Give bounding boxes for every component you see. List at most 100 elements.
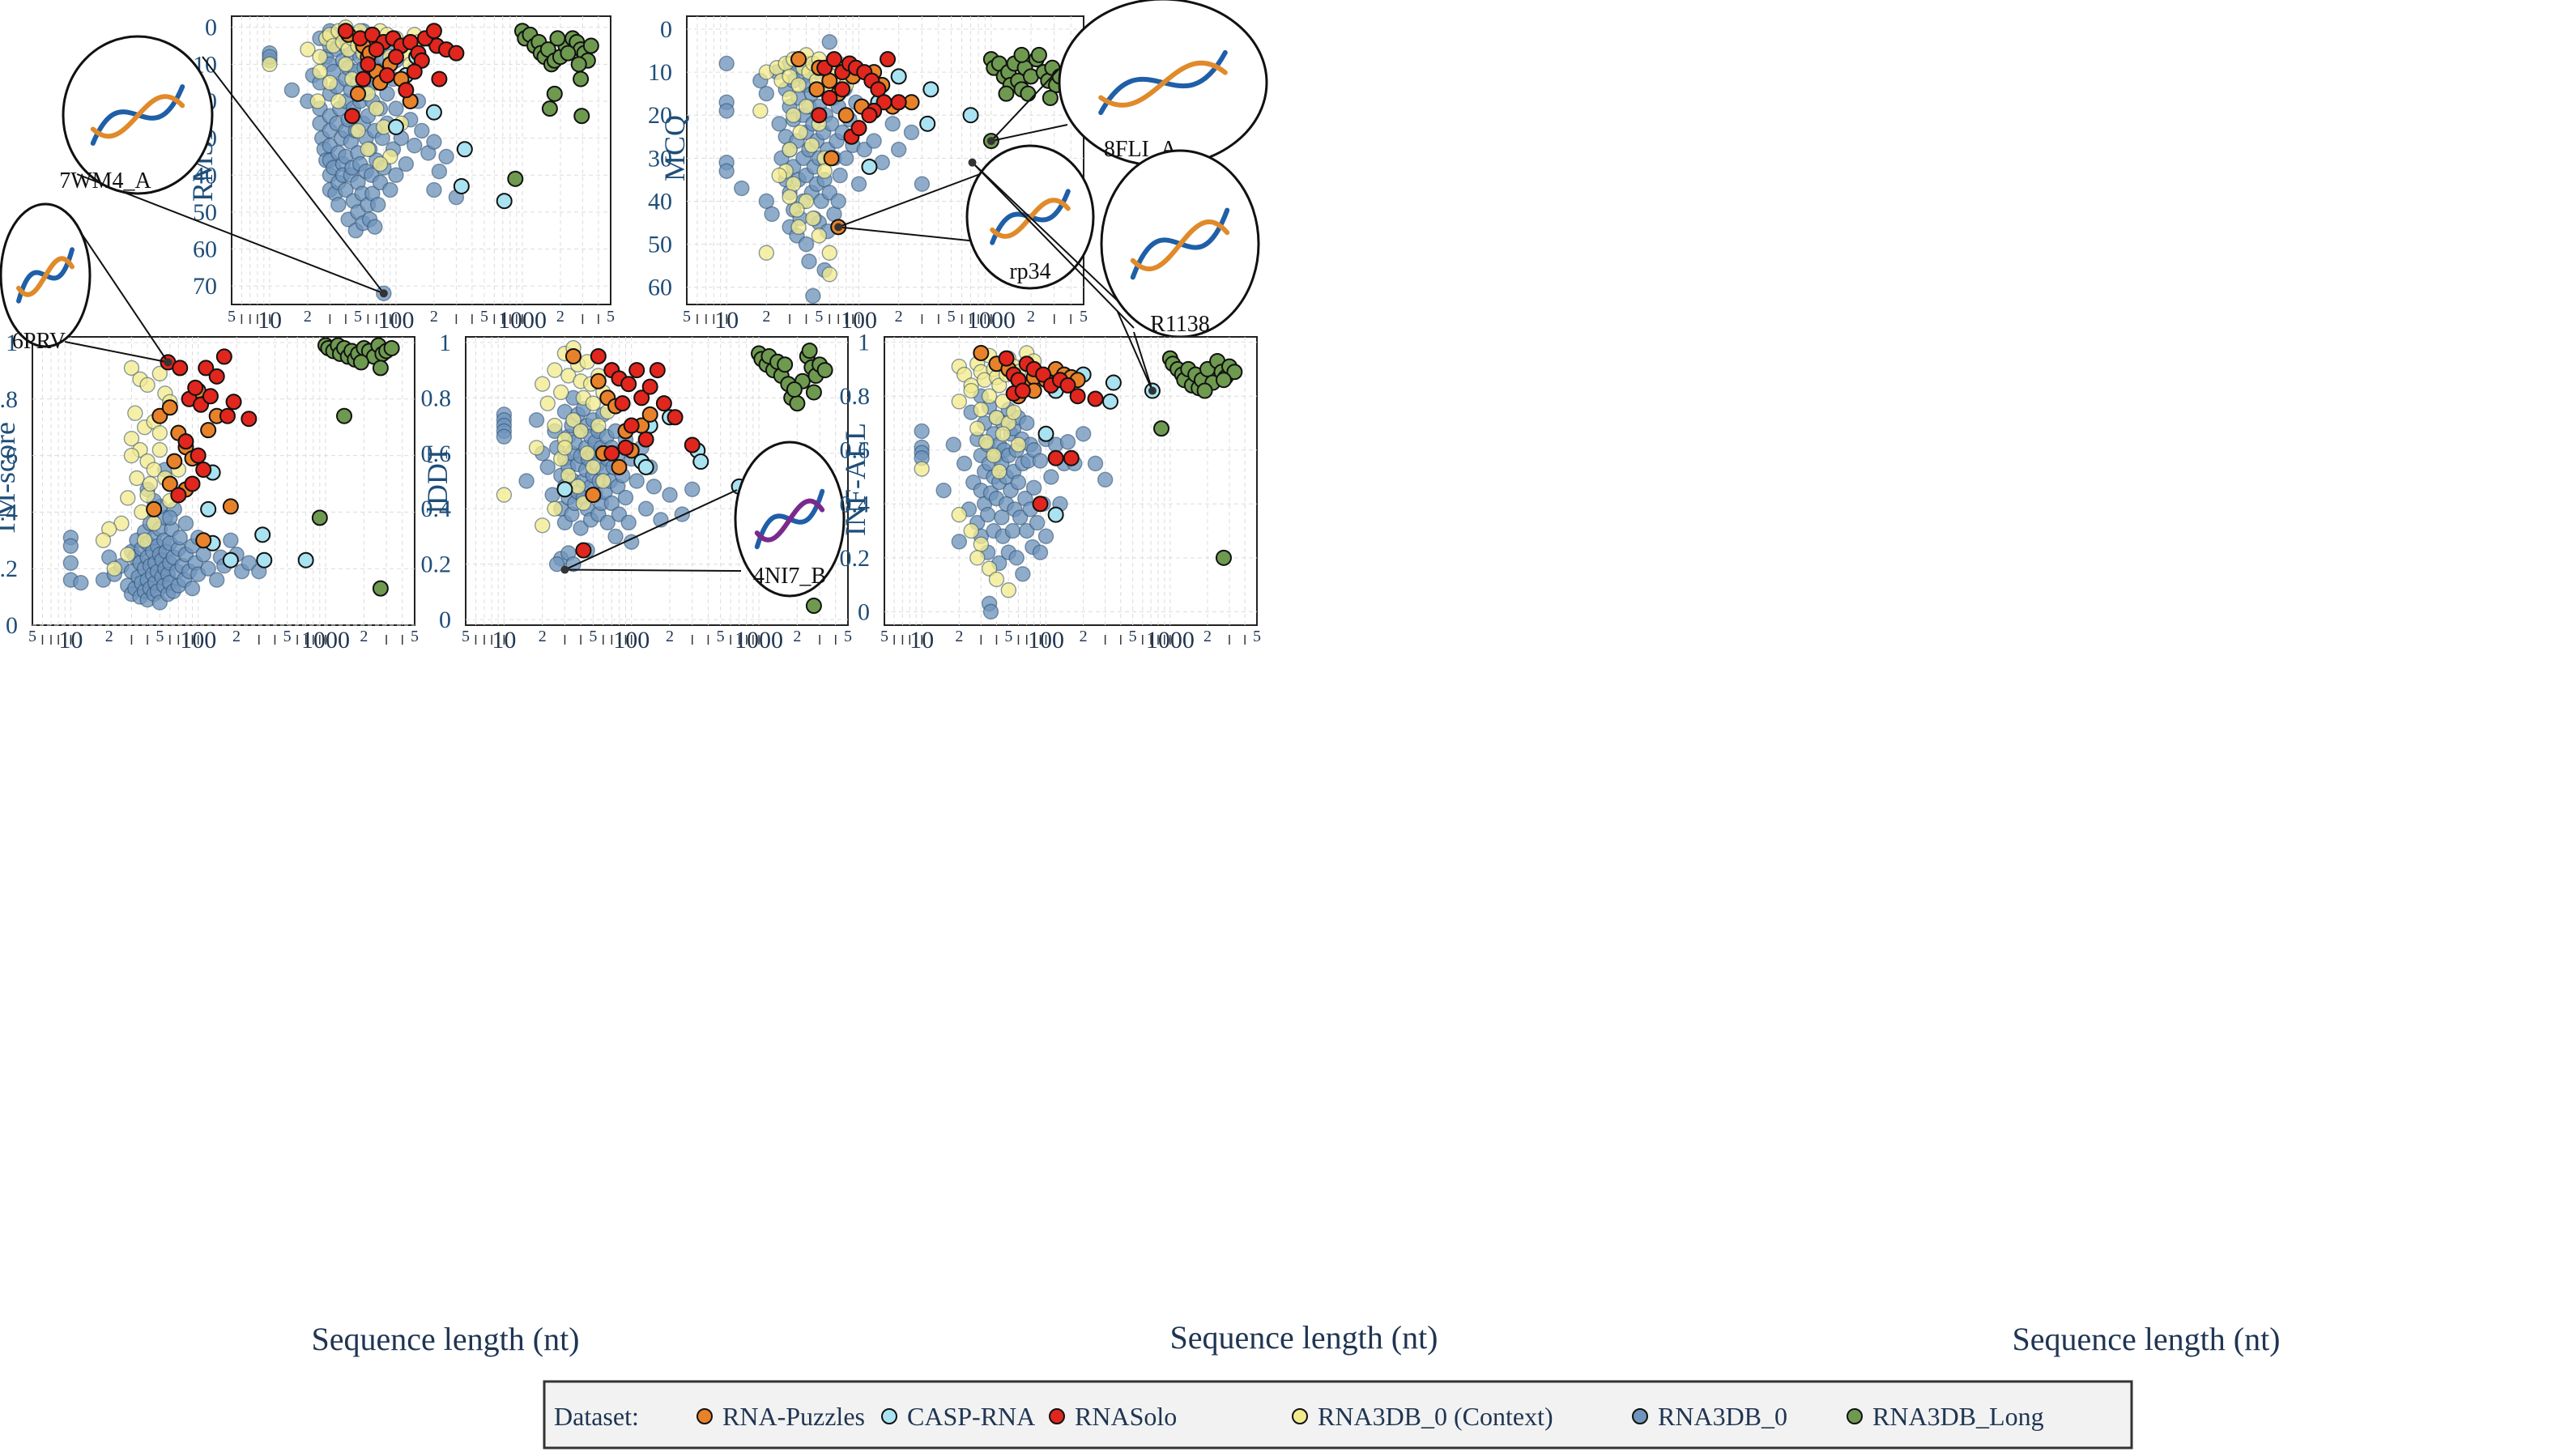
data-point-rna3db-0: [1037, 528, 1054, 544]
data-point-rna3db-0: [830, 193, 846, 210]
data-point-rna3db-0: [62, 555, 79, 571]
data-point-rna3db-0-context: [139, 377, 155, 394]
y-tick-label: 20: [648, 102, 672, 129]
data-point-rna3db-0-context: [771, 167, 787, 184]
data-point-rna3db-0: [1008, 550, 1025, 566]
x-minor-tick-label: 2: [793, 628, 801, 645]
x-minor-tick-label: 2: [762, 308, 770, 326]
data-point-rna3db-0: [603, 495, 620, 512]
y-tick-label: 0: [6, 612, 18, 639]
data-point-rnasolo: [1069, 388, 1086, 405]
callout-anchor: [834, 223, 843, 232]
data-point-rnasolo: [337, 23, 354, 40]
data-point-rna-puzzles: [973, 344, 990, 361]
data-point-rna3db-0-context: [539, 395, 556, 411]
legend-label: RNA3DB_0: [1658, 1402, 1787, 1431]
data-point-rna3db-long: [998, 85, 1015, 102]
x-minor-tick-label: 2: [105, 628, 113, 645]
data-point-rna3db-long: [541, 100, 558, 117]
data-point-rnasolo: [1087, 390, 1104, 407]
y-tick-label: 0.4: [421, 496, 452, 522]
callout-leader-line: [564, 568, 742, 572]
data-point-rna3db-0: [945, 436, 961, 453]
data-point-rna3db-long: [801, 343, 818, 360]
data-point-rnasolo: [198, 360, 215, 377]
data-point-rna3db-0: [283, 82, 300, 98]
data-point-rna3db-long: [372, 580, 389, 597]
data-point-casp-rna: [637, 458, 654, 475]
data-point-casp-rna: [861, 158, 878, 175]
legend-marker: [881, 1408, 897, 1424]
data-point-rnasolo: [861, 107, 878, 124]
y-tick-label: 50: [648, 232, 672, 258]
data-point-rna-puzzles: [350, 85, 366, 102]
data-point-rna3db-0: [338, 181, 354, 198]
x-minor-tick-label: 2: [304, 308, 312, 326]
data-point-rna3db-0-context: [785, 176, 802, 192]
data-point-rnasolo: [1032, 496, 1049, 513]
data-point-rna3db-0: [832, 167, 848, 184]
legend-title: Dataset:: [554, 1402, 639, 1431]
data-point-rna3db-0: [718, 55, 735, 72]
data-point-rnasolo: [170, 487, 187, 504]
data-point-rna3db-0: [162, 509, 178, 526]
data-point-rna3db-0-context: [262, 56, 278, 73]
data-point-rnasolo: [413, 52, 430, 69]
x-minor-tick-label: 2: [539, 628, 547, 645]
data-point-rna3db-0: [1032, 544, 1049, 560]
data-point-rna3db-0-context: [372, 155, 389, 172]
y-tick-label: 0: [205, 15, 217, 41]
x-minor-tick-label: 5: [880, 628, 888, 645]
data-point-rnasolo: [890, 94, 907, 111]
data-point-rna3db-0-context: [914, 461, 930, 477]
data-point-rna3db-0: [805, 287, 821, 304]
data-point-rna3db-0: [539, 459, 556, 475]
data-point-casp-rna: [425, 104, 442, 121]
data-point-rnasolo: [1063, 449, 1080, 466]
data-point-rna3db-0: [620, 514, 637, 531]
data-point-rna3db-0-context: [590, 417, 607, 434]
data-point-rna3db-0-context: [991, 377, 1007, 394]
data-point-rna3db-0-context: [790, 219, 807, 236]
data-point-rna3db-long: [573, 70, 590, 87]
x-minor-tick-label: 5: [844, 628, 852, 645]
data-point-rnasolo: [870, 81, 887, 98]
data-point-rna3db-0: [330, 197, 347, 213]
data-point-rna-puzzles: [823, 150, 840, 167]
y-tick-label: 40: [193, 162, 217, 189]
data-point-rnasolo: [177, 433, 194, 450]
data-point-rna3db-0: [914, 423, 930, 440]
data-point-rna3db-0: [951, 534, 968, 550]
data-point-rnasolo: [641, 378, 658, 395]
data-point-rna3db-0: [1075, 426, 1092, 442]
x-minor-tick-label: 5: [411, 628, 419, 645]
data-point-rnasolo: [219, 407, 236, 424]
data-point-rna3db-0-context: [120, 547, 136, 563]
data-point-rna3db-0-context: [579, 445, 595, 462]
data-point-rna3db-0: [573, 520, 589, 536]
y-tick-label: 0.8: [421, 385, 452, 411]
callout-leader-line: [564, 489, 738, 571]
data-point-rna-puzzles: [611, 458, 628, 475]
data-point-rna3db-0-context: [496, 487, 513, 503]
data-point-rna3db-0: [177, 515, 194, 532]
data-point-rna3db-0: [979, 506, 996, 523]
data-point-rna3db-0-context: [127, 405, 143, 421]
rna-structure-icon: [90, 84, 185, 146]
legend-item-casp-rna: CASP-RNA: [881, 1402, 1035, 1431]
data-point-rnasolo: [1047, 449, 1064, 466]
data-point-rna3db-0: [734, 180, 750, 197]
data-point-rnasolo: [368, 41, 385, 58]
data-point-rna3db-0: [771, 116, 787, 132]
legend-item-rna3db-long: RNA3DB_Long: [1847, 1402, 2044, 1431]
data-point-rna3db-0-context: [1000, 582, 1017, 598]
data-point-rna3db-long: [570, 56, 587, 73]
data-point-rna3db-0: [426, 181, 442, 198]
x-minor-tick-label: 5: [589, 628, 597, 645]
y-tick-label: 0.6: [0, 443, 18, 470]
data-point-rna3db-long: [1042, 89, 1059, 106]
panel-rmsd: 0102030405060701010010005252525RMSD7WM4_…: [59, 15, 615, 334]
data-point-rna3db-long: [1153, 420, 1170, 437]
data-point-rna3db-0-context: [1005, 404, 1022, 420]
